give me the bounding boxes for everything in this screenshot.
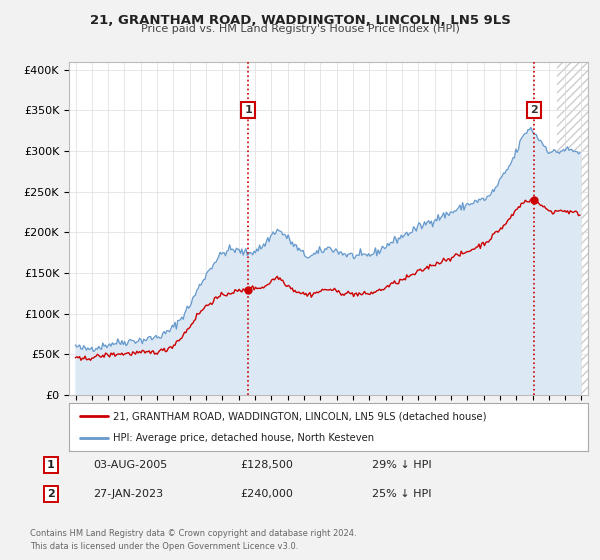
Text: HPI: Average price, detached house, North Kesteven: HPI: Average price, detached house, Nort… [113, 433, 374, 443]
Text: Contains HM Land Registry data © Crown copyright and database right 2024.: Contains HM Land Registry data © Crown c… [30, 529, 356, 538]
Text: 21, GRANTHAM ROAD, WADDINGTON, LINCOLN, LN5 9LS (detached house): 21, GRANTHAM ROAD, WADDINGTON, LINCOLN, … [113, 411, 487, 421]
Text: 2: 2 [47, 489, 55, 499]
Text: £128,500: £128,500 [240, 460, 293, 470]
Text: 03-AUG-2005: 03-AUG-2005 [93, 460, 167, 470]
Text: Price paid vs. HM Land Registry's House Price Index (HPI): Price paid vs. HM Land Registry's House … [140, 24, 460, 34]
Text: 1: 1 [47, 460, 55, 470]
Text: 2: 2 [530, 105, 538, 115]
Text: This data is licensed under the Open Government Licence v3.0.: This data is licensed under the Open Gov… [30, 542, 298, 550]
Text: 25% ↓ HPI: 25% ↓ HPI [372, 489, 431, 499]
Text: 1: 1 [244, 105, 252, 115]
Text: £240,000: £240,000 [240, 489, 293, 499]
Text: 21, GRANTHAM ROAD, WADDINGTON, LINCOLN, LN5 9LS: 21, GRANTHAM ROAD, WADDINGTON, LINCOLN, … [89, 14, 511, 27]
Text: 29% ↓ HPI: 29% ↓ HPI [372, 460, 431, 470]
Text: 27-JAN-2023: 27-JAN-2023 [93, 489, 163, 499]
